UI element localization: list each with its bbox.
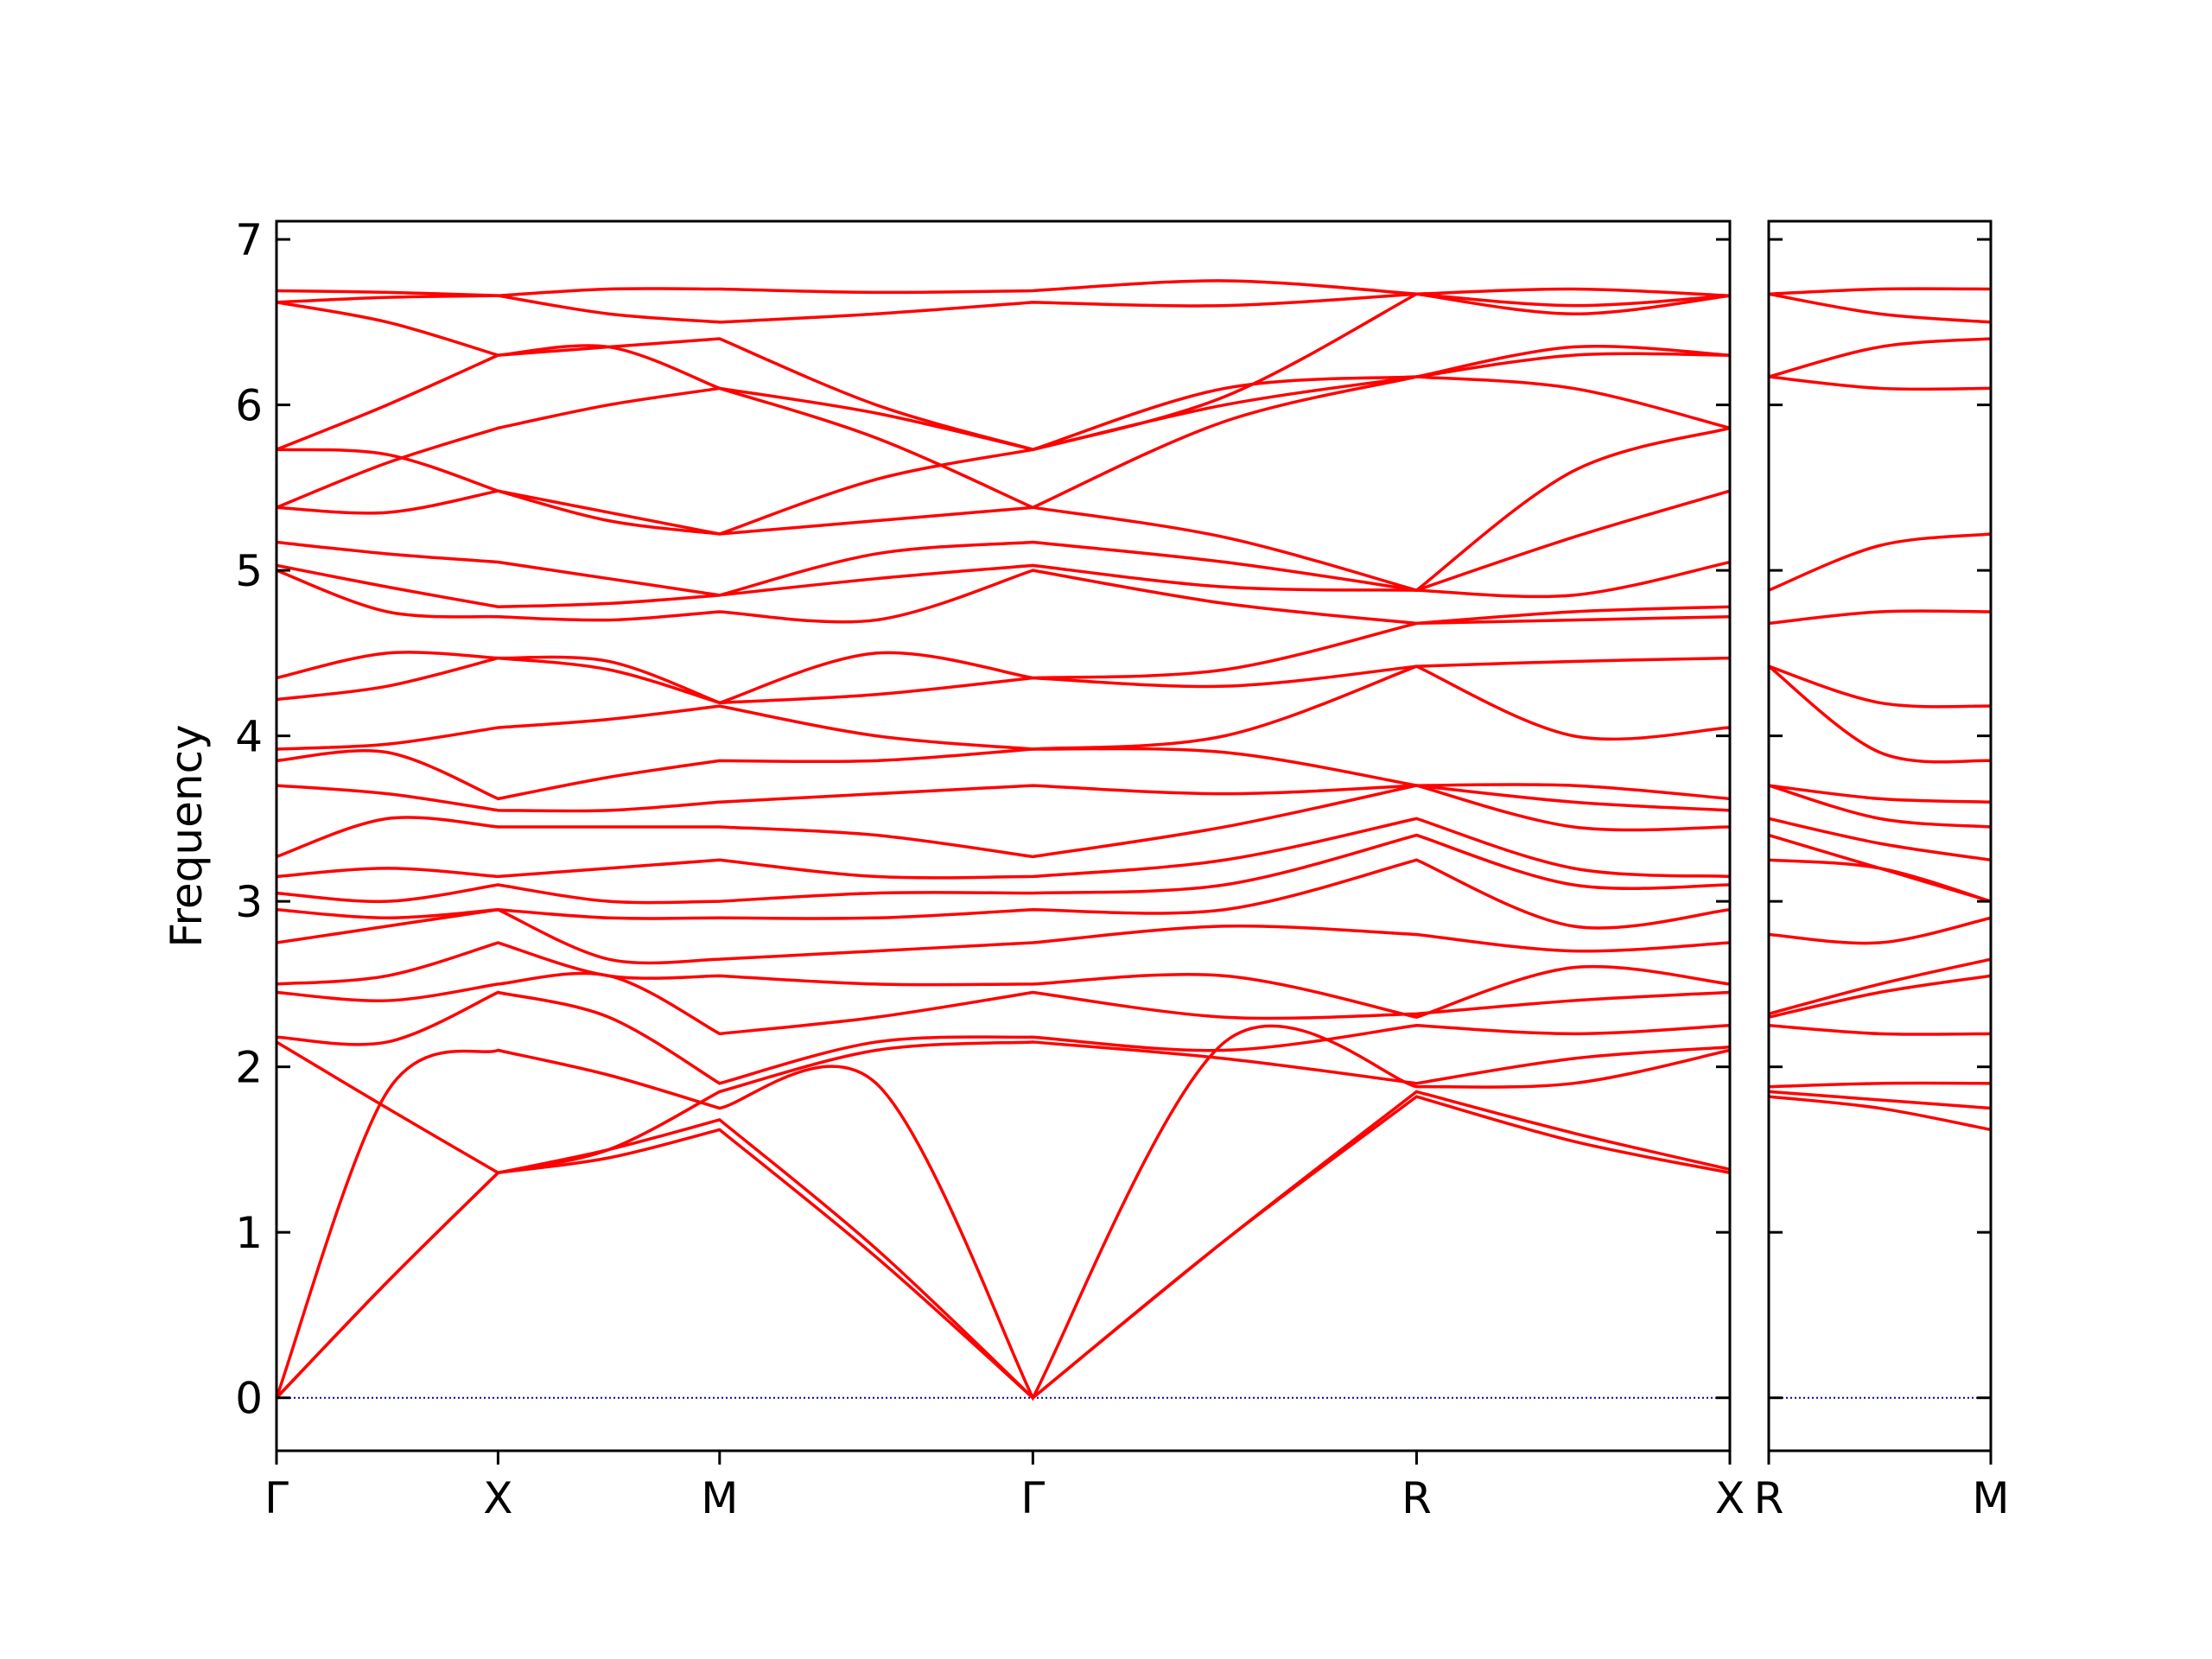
- y-tick-label: 7: [235, 215, 263, 265]
- y-tick-label: 6: [235, 381, 263, 431]
- band-line: [276, 1040, 1730, 1175]
- band-line: [1769, 784, 1991, 829]
- x-tick-label: M: [701, 1473, 738, 1523]
- band-line: [276, 1095, 1730, 1401]
- plot-frame: [275, 219, 1732, 1452]
- band-line: [276, 817, 1730, 880]
- band-line: [276, 292, 1730, 452]
- band-line: [1769, 1095, 1991, 1132]
- y-tick-label: 5: [235, 546, 263, 596]
- x-tick-label: M: [1972, 1473, 2009, 1523]
- band-line: [1769, 784, 1991, 804]
- band-line: [276, 990, 1730, 1085]
- bands: [276, 279, 1730, 1402]
- y-tick-label: 0: [235, 1374, 263, 1424]
- y-tick-label: 4: [235, 712, 263, 762]
- band-line: [1769, 817, 1991, 862]
- y-tick-label: 3: [235, 877, 263, 927]
- band-line: [276, 1024, 1730, 1402]
- band-line: [1769, 957, 1991, 1016]
- x-tick-label: X: [1715, 1473, 1745, 1523]
- band-line: [276, 279, 1730, 297]
- x-tick-label: R: [1754, 1473, 1784, 1523]
- band-line: [276, 656, 1730, 705]
- band-line: [276, 337, 1730, 452]
- band-line: [1769, 916, 1991, 945]
- band-line: [276, 907, 1730, 965]
- band-line: [276, 971, 1730, 1036]
- band-line: [1769, 609, 1991, 626]
- band-line: [1769, 664, 1991, 709]
- band-line: [276, 941, 1730, 1020]
- band-line: [1769, 974, 1991, 1019]
- band-line: [276, 858, 1730, 930]
- band-line: [276, 352, 1730, 536]
- x-tick-label: Γ: [264, 1473, 289, 1523]
- x-tick-label: R: [1402, 1473, 1432, 1523]
- plot-frame: [1767, 219, 1993, 1452]
- band-line: [276, 747, 1730, 801]
- band-line: [276, 784, 1730, 859]
- band-line: [1769, 1081, 1991, 1089]
- x-tick-label: Γ: [1020, 1473, 1045, 1523]
- x-tick-label: X: [483, 1473, 512, 1523]
- bands: [1769, 287, 1991, 1132]
- band-line: [1769, 287, 1991, 296]
- band-line: [276, 569, 1730, 626]
- y-tick-label: 1: [235, 1208, 263, 1258]
- band-line: [1769, 337, 1991, 378]
- band-line: [276, 1090, 1730, 1401]
- band-line: [276, 560, 1730, 608]
- band-line: [1769, 833, 1991, 903]
- band-line: [276, 833, 1730, 905]
- band-line: [276, 489, 1730, 597]
- band-line: [276, 784, 1730, 813]
- y-axis-label: Frequency: [162, 724, 212, 947]
- y-tick-label: 2: [235, 1043, 263, 1093]
- band-line: [1769, 858, 1991, 903]
- band-line: [1769, 292, 1991, 324]
- band-line: [1769, 375, 1991, 391]
- band-line: [1769, 1090, 1991, 1110]
- band-line: [1769, 532, 1991, 592]
- band-line: [276, 664, 1730, 751]
- band-line: [1769, 1024, 1991, 1036]
- band-line: [276, 614, 1730, 705]
- band-line: [276, 426, 1730, 593]
- band-line: [1769, 664, 1991, 764]
